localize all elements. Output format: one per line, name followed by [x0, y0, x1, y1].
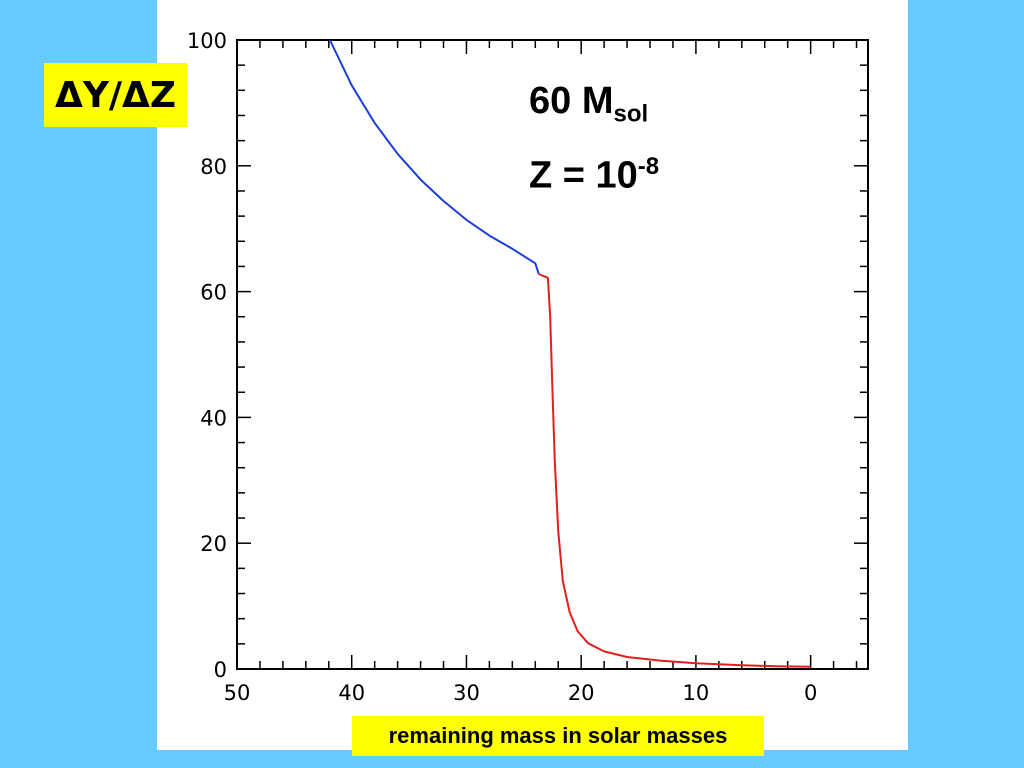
x-tick-label: 20 [568, 681, 595, 705]
y-tick-label: 80 [200, 155, 227, 179]
series-line-2 [538, 273, 811, 668]
chart-panel [157, 0, 908, 750]
y-tick-label: 100 [187, 29, 227, 53]
x-tick-label: 30 [453, 681, 480, 705]
x-tick-label: 50 [224, 681, 251, 705]
metallicity-annotation: Z = 10-8 [529, 153, 659, 198]
mass-subscript: sol [613, 100, 649, 128]
y-tick-label: 0 [214, 658, 227, 682]
y-tick-label: 20 [200, 532, 227, 556]
x-axis-label: remaining mass in solar masses [352, 716, 764, 756]
series-line-1 [328, 39, 540, 275]
axis-ticks [236, 39, 868, 670]
y-tick-label: 60 [200, 281, 227, 305]
x-tick-label: 40 [338, 681, 365, 705]
mass-annotation: 60 Msol [529, 80, 648, 129]
y-axis-label: ΔY/ΔZ [44, 63, 187, 127]
plot-frame [236, 39, 869, 670]
mass-value: 60 M [529, 80, 614, 122]
x-tick-label: 10 [683, 681, 710, 705]
z-value: Z = 10 [529, 154, 638, 197]
x-tick-label: 0 [804, 681, 817, 705]
z-superscript: -8 [637, 153, 660, 180]
series-lines [328, 39, 811, 668]
y-tick-label: 40 [200, 406, 227, 430]
